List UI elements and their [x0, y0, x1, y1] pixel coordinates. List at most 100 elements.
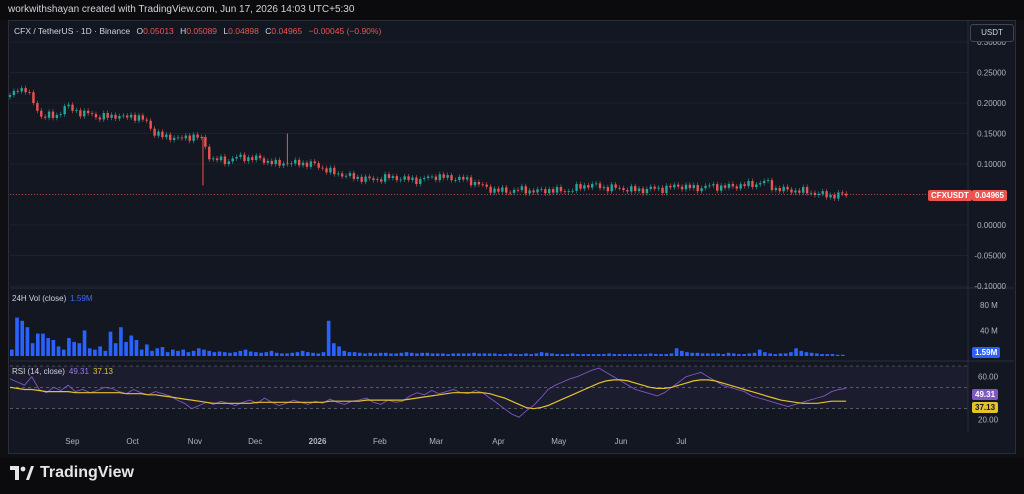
- candle-body: [626, 190, 629, 192]
- candle-body: [497, 188, 500, 192]
- volume-bar: [711, 353, 715, 356]
- price-tick-label: 0.10000: [977, 160, 1006, 169]
- volume-bar: [77, 343, 82, 356]
- chart-area[interactable]: [8, 20, 1016, 454]
- volume-bar: [295, 352, 300, 356]
- volume-bar: [363, 353, 367, 356]
- candle-body: [419, 178, 422, 185]
- candle-body: [344, 175, 348, 177]
- tradingview-brand: TradingView: [40, 464, 134, 481]
- volume-bar: [264, 352, 269, 356]
- volume-bar: [778, 353, 783, 356]
- volume-bar: [456, 353, 461, 356]
- change-value: −0.00045 (−0.90%): [308, 26, 382, 36]
- rsi-label: RSI (14, close): [12, 367, 65, 376]
- volume-bar: [311, 352, 315, 356]
- volume-bar: [825, 354, 830, 356]
- candle-body: [348, 173, 352, 176]
- candle-body: [442, 174, 445, 178]
- volume-bar: [67, 338, 71, 356]
- volume-bar: [529, 354, 534, 356]
- symbol-title: CFX / TetherUS · 1D · Binance: [14, 26, 131, 36]
- candle-body: [235, 156, 238, 159]
- volume-bar: [87, 348, 92, 356]
- volume-bar: [259, 352, 263, 356]
- candle-body: [282, 163, 285, 166]
- volume-bar: [124, 341, 128, 356]
- open-label: O: [136, 26, 144, 36]
- candle-body: [489, 186, 492, 193]
- volume-bar: [524, 353, 528, 356]
- volume-bar: [326, 320, 331, 356]
- volume-bar: [591, 354, 596, 356]
- candle-body: [399, 179, 402, 181]
- candle-body: [641, 188, 645, 194]
- candle-body: [587, 185, 590, 188]
- candle-body: [813, 192, 817, 196]
- volume-bar: [119, 327, 123, 356]
- volume-bar: [508, 353, 513, 356]
- candle-body: [809, 192, 813, 194]
- candle-body: [762, 180, 766, 184]
- currency-button[interactable]: USDT: [970, 24, 1014, 42]
- candle-body: [794, 190, 797, 193]
- candle-body: [622, 188, 625, 191]
- volume-tick-label: 80 M: [980, 301, 998, 310]
- volume-bar: [233, 352, 237, 356]
- volume-bar: [737, 354, 741, 356]
- ohlc-legend: CFX / TetherUS · 1D · Binance O0.05013 H…: [14, 26, 381, 36]
- candle-body: [383, 174, 387, 182]
- candle-body: [161, 131, 164, 138]
- volume-bar: [544, 352, 549, 356]
- candle-body: [540, 189, 543, 191]
- volume-bar: [196, 348, 201, 356]
- candle-body: [735, 186, 738, 189]
- volume-bar: [20, 320, 25, 356]
- volume-bar: [316, 353, 321, 356]
- candle-body: [47, 111, 51, 118]
- candle-body: [208, 146, 211, 160]
- candle-body: [829, 194, 832, 198]
- volume-bar: [98, 346, 102, 356]
- volume-bar: [222, 352, 227, 356]
- volume-tag-label: 1.59M: [975, 348, 998, 357]
- volume-bar: [352, 352, 357, 356]
- volume-bar: [357, 352, 362, 356]
- volume-bar: [342, 350, 347, 356]
- candle-body: [169, 134, 172, 141]
- volume-bar: [570, 353, 575, 356]
- volume-bar: [176, 350, 180, 356]
- candle-body: [446, 175, 449, 178]
- volume-tick-label: 40 M: [980, 326, 998, 335]
- last-price-label: 0.04965: [975, 191, 1004, 200]
- volume-bar: [550, 353, 554, 356]
- candle-body: [516, 189, 520, 191]
- volume-bar: [378, 352, 383, 356]
- volume-bar: [254, 352, 258, 356]
- candle-body: [262, 158, 266, 163]
- volume-legend: 24H Vol (close) 1.59M: [12, 294, 92, 303]
- candle-body: [481, 184, 484, 186]
- candle-body: [508, 192, 512, 194]
- candle-body: [618, 187, 621, 189]
- volume-bar: [674, 348, 679, 356]
- volume-bar: [181, 349, 186, 356]
- candle-body: [798, 190, 801, 193]
- candle-body: [102, 112, 105, 120]
- volume-bar: [773, 354, 778, 356]
- candle-body: [372, 178, 375, 181]
- volume-bar: [539, 352, 544, 356]
- price-tick-label: 0.25000: [977, 69, 1006, 78]
- tradingview-logo[interactable]: TradingView: [10, 464, 134, 482]
- candle-body: [333, 167, 336, 175]
- candle-body: [395, 176, 399, 181]
- candle-body: [669, 185, 672, 188]
- candle-body: [356, 176, 359, 179]
- candle-body: [243, 154, 246, 162]
- volume-bar: [820, 354, 824, 356]
- rsi-tick-label: 20.00: [978, 415, 999, 424]
- candle-body: [40, 110, 43, 117]
- volume-bar: [191, 350, 196, 356]
- volume-bar: [467, 353, 471, 356]
